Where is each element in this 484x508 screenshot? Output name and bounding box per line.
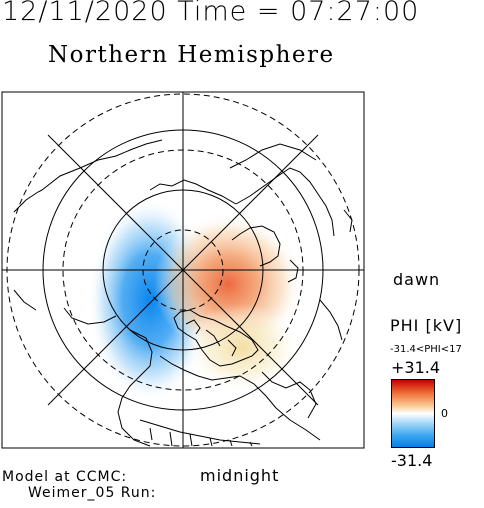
hemisphere-title: Northern Hemisphere [48, 42, 335, 68]
coast-hudson [261, 371, 317, 419]
coast-alaska [63, 307, 117, 325]
run-label: Weimer_05 Run: [28, 485, 157, 501]
coast-british-isles [343, 209, 353, 233]
model-label: Model at CCMC: [2, 469, 128, 485]
coast-eurasia-east [235, 167, 335, 237]
date-time-header: 12/11/2020 Time = 07:27:00 [2, 0, 420, 27]
coast-scandinavia [231, 225, 281, 267]
coast-asia-north [41, 139, 163, 191]
coast-north-america-north [159, 355, 321, 441]
coast-arctic-islands [185, 319, 237, 357]
colorbar-min-label: -31.4 [391, 451, 433, 470]
colorbar-max-label: +31.4 [391, 358, 441, 377]
coast-asia-inner [229, 143, 317, 169]
positive-cell-tail [184, 304, 300, 392]
coast-bottom [139, 419, 261, 445]
state-borders [149, 427, 253, 447]
coast-iceland [287, 259, 299, 283]
coast-north-america-west [117, 329, 153, 447]
coast-greenland [173, 309, 259, 367]
coast-asia-west [13, 189, 43, 213]
colorbar-quantity-label: PHI [kV] [390, 316, 463, 335]
dawn-label: dawn [393, 270, 441, 289]
colorbar-range-label: -31.4<PHI<17 [390, 344, 462, 355]
potential-field [88, 198, 302, 402]
midnight-label: midnight [200, 466, 280, 485]
colorbar-zero-label: 0 [441, 407, 448, 420]
coastlines [13, 139, 353, 447]
coast-aleutian [13, 289, 37, 311]
coast-europe-west [319, 299, 343, 341]
coast-siberia [149, 179, 237, 205]
colorbar [391, 379, 435, 448]
